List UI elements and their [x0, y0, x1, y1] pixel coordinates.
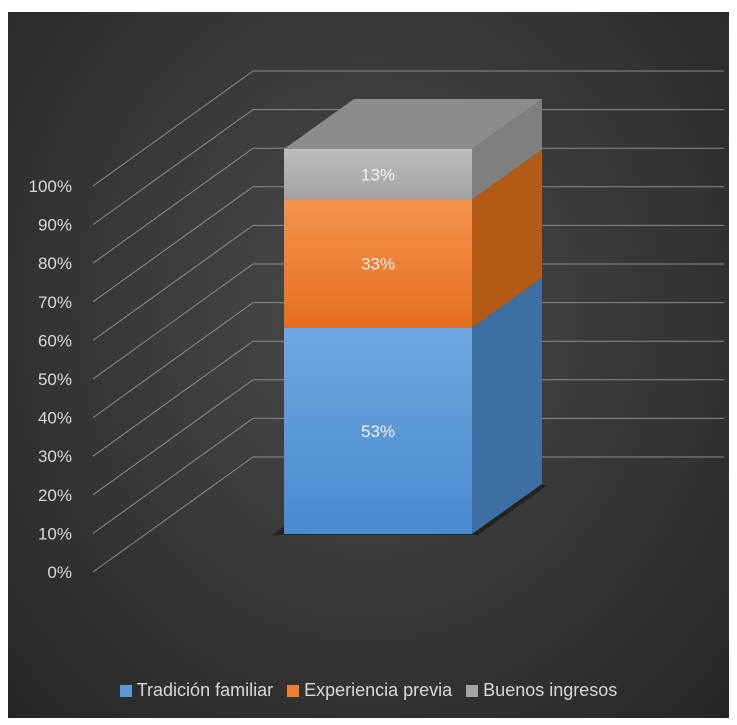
- gridline: [92, 70, 724, 187]
- bar-top-face: [284, 99, 542, 149]
- gridline: [92, 263, 724, 380]
- y-axis-ticks: 0% 10% 20% 30% 40% 50% 60% 70% 80% 90% 100%: [29, 177, 72, 582]
- bar-segment-side-tradicion-familiar: [472, 277, 542, 534]
- gridline: [92, 340, 724, 457]
- legend-label: Experiencia previa: [304, 680, 453, 700]
- gridline: [92, 224, 724, 341]
- y-tick-label: 40%: [38, 409, 72, 428]
- legend-item-experiencia: Experiencia previa: [287, 680, 452, 701]
- y-tick-label: 20%: [38, 486, 72, 505]
- chart-area: 0% 10% 20% 30% 40% 50% 60% 70% 80% 90% 100% 53% 33%…: [8, 12, 729, 718]
- gridline: [92, 186, 724, 303]
- y-tick-label: 80%: [38, 254, 72, 273]
- data-label-tradicion-familiar: 53%: [361, 422, 395, 441]
- gridlines: [92, 70, 724, 573]
- y-tick-label: 0%: [47, 563, 72, 582]
- legend: Tradición familiar Experiencia previa Bu…: [8, 680, 729, 701]
- chart-svg: 0% 10% 20% 30% 40% 50% 60% 70% 80% 90% 100% 53% 33%…: [29, 70, 724, 582]
- data-labels: 53% 33% 13%: [361, 165, 395, 441]
- legend-label: Buenos ingresos: [483, 680, 618, 700]
- gridline: [92, 456, 724, 573]
- bar-segment-buenos-ingresos: [284, 149, 472, 200]
- y-tick-label: 30%: [38, 447, 72, 466]
- gridline: [92, 109, 724, 226]
- legend-item-tradicion: Tradición familiar: [119, 680, 274, 701]
- bar-segment-tradicion-familiar: [284, 327, 472, 534]
- y-tick-label: 60%: [38, 331, 72, 350]
- bar-segment-side-experiencia-previa: [472, 149, 542, 328]
- gridline: [92, 147, 724, 264]
- legend-swatch-orange: [287, 684, 300, 697]
- y-tick-label: 10%: [38, 524, 72, 543]
- legend-swatch-gray: [466, 684, 479, 697]
- legend-item-buenos: Buenos ingresos: [466, 680, 617, 701]
- gridline: [92, 417, 724, 534]
- y-tick-label: 100%: [29, 177, 72, 196]
- legend-label: Tradición familiar: [136, 680, 274, 700]
- y-tick-label: 50%: [38, 370, 72, 389]
- y-tick-label: 70%: [38, 293, 72, 312]
- data-label-experiencia-previa: 33%: [361, 255, 395, 274]
- gridline: [92, 379, 724, 496]
- y-tick-label: 90%: [38, 216, 72, 235]
- bar-segment-experiencia-previa: [284, 199, 472, 328]
- legend-swatch-blue: [119, 684, 132, 697]
- bar-segment-side-buenos-ingresos: [472, 99, 542, 200]
- gridline: [92, 302, 724, 419]
- data-label-buenos-ingresos: 13%: [361, 165, 395, 184]
- stacked-bar: [272, 99, 548, 535]
